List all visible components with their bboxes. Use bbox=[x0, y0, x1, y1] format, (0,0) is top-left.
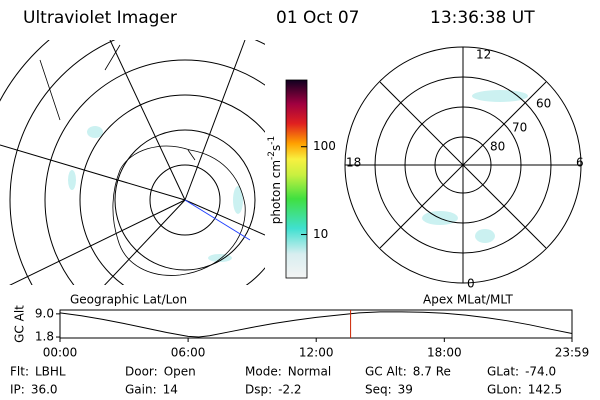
altitude-line bbox=[59, 311, 573, 338]
colorbar-tick-label: 100 bbox=[313, 139, 336, 153]
y-tick-label: 1.8 bbox=[35, 330, 54, 344]
field-value: Normal bbox=[288, 365, 331, 379]
date: 01 Oct 07 bbox=[276, 8, 359, 28]
x-tick-label: 18:00 bbox=[427, 346, 462, 360]
time: 13:36:38 UT bbox=[430, 8, 535, 28]
mlt-label: 18 bbox=[346, 156, 361, 170]
x-tick-label: 00:00 bbox=[43, 346, 78, 360]
mlt-label: 12 bbox=[476, 48, 491, 62]
colorbar bbox=[285, 79, 308, 279]
field-value: 39 bbox=[398, 383, 413, 397]
field-label: Gain: bbox=[125, 383, 157, 397]
field-value: -2.2 bbox=[278, 383, 301, 397]
geo-map bbox=[0, 40, 265, 285]
colorbar-label: photon cm-2s-1 bbox=[267, 136, 283, 225]
field-value: 36.0 bbox=[31, 383, 58, 397]
field-label: IP: bbox=[10, 383, 25, 397]
field-value: Open bbox=[164, 365, 196, 379]
y-tick-label: 9.0 bbox=[35, 306, 54, 320]
field-label: GC Alt: bbox=[365, 365, 407, 379]
x-tick-label: 12:00 bbox=[299, 346, 334, 360]
field-value: -74.0 bbox=[525, 365, 556, 379]
map-label: Geographic Lat/Lon bbox=[70, 293, 187, 307]
field-value: LBHL bbox=[35, 365, 66, 379]
field-label: GLat: bbox=[487, 365, 519, 379]
mlt-label: 6 bbox=[576, 156, 584, 170]
altitude-plot-frame bbox=[59, 309, 573, 339]
field-value: 8.7 Re bbox=[413, 365, 451, 379]
mlt-dial: 12 18 6 0 60 70 80 bbox=[344, 46, 584, 291]
y-axis-label: GC Alt bbox=[13, 305, 27, 343]
field-label: GLon: bbox=[487, 383, 522, 397]
colorbar-tick-label: 10 bbox=[313, 227, 328, 241]
field-label: Dsp: bbox=[245, 383, 272, 397]
mlt-label: 0 bbox=[467, 277, 475, 291]
field-label: Door: bbox=[125, 365, 158, 379]
x-tick-label: 23:59 bbox=[555, 346, 590, 360]
lat-label: 60 bbox=[536, 97, 551, 111]
field-value: 14 bbox=[163, 383, 178, 397]
field-label: Mode: bbox=[245, 365, 282, 379]
map-label: Apex MLat/MLT bbox=[423, 293, 513, 307]
lat-label: 70 bbox=[512, 121, 527, 135]
title: Ultraviolet Imager bbox=[23, 8, 177, 28]
x-tick-label: 06:00 bbox=[171, 346, 206, 360]
lat-label: 80 bbox=[490, 140, 505, 154]
field-label: Flt: bbox=[10, 365, 29, 379]
field-label: Seq: bbox=[365, 383, 392, 397]
field-value: 142.5 bbox=[528, 383, 562, 397]
